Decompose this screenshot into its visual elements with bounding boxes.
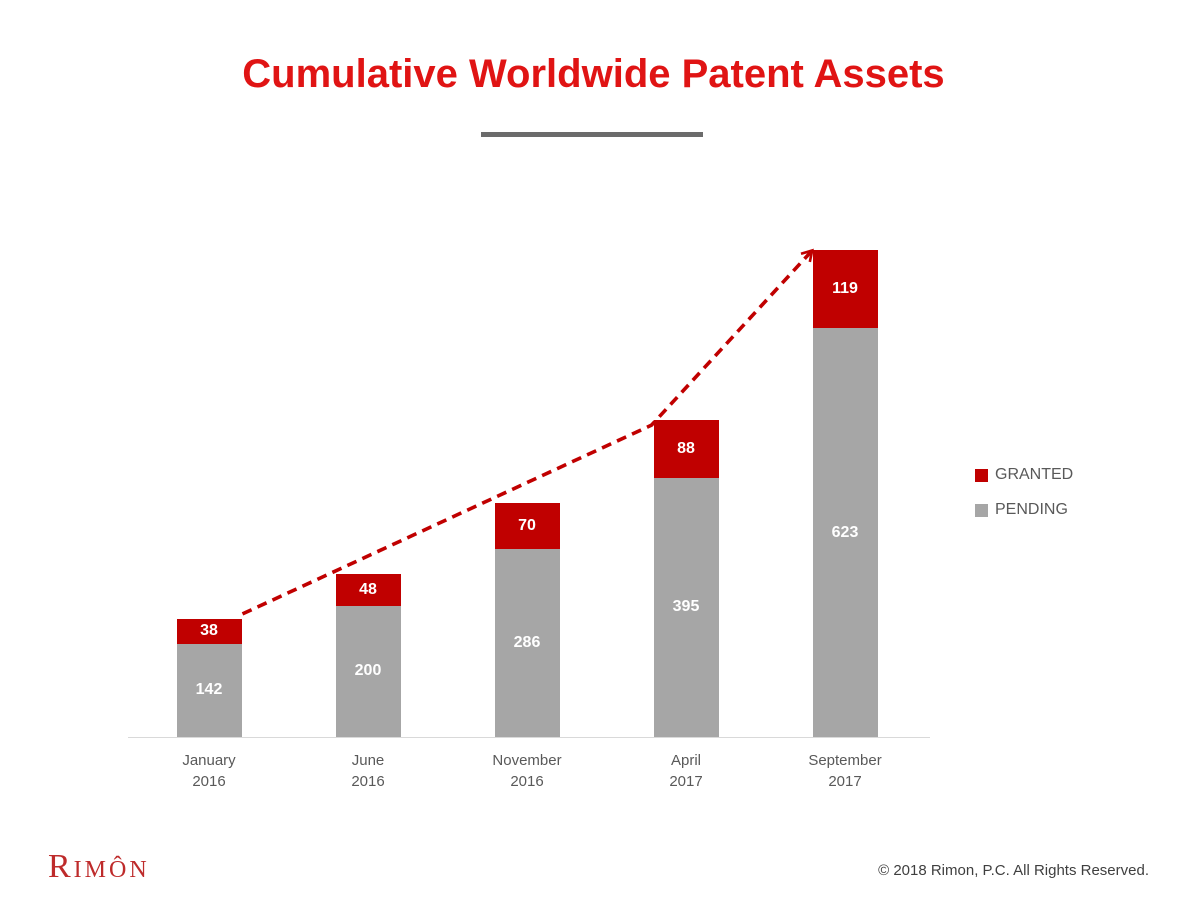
category-label: November 2016 [452, 750, 602, 792]
bar-june-2016: 48 200 [335, 574, 401, 737]
category-label: June 2016 [293, 750, 443, 792]
granted-segment: 119 [812, 250, 878, 329]
pending-value-label: 395 [672, 598, 700, 616]
category-year: 2016 [351, 773, 385, 790]
granted-value-label: 88 [677, 440, 695, 457]
bar-november-2016: 70 286 [494, 503, 560, 737]
granted-value-label: 119 [832, 280, 858, 298]
category-year: 2017 [828, 773, 862, 790]
category-year: 2016 [192, 773, 226, 790]
pending-value-label: 200 [354, 662, 382, 680]
category-month: November [492, 752, 562, 769]
category-year: 2016 [510, 773, 544, 790]
legend-item-pending: PENDING [975, 501, 1073, 519]
rimon-logo: Rimôn [48, 848, 150, 885]
category-label: April 2017 [611, 750, 761, 792]
granted-value-label: 70 [518, 517, 536, 535]
category-month: June [351, 752, 385, 769]
legend-item-granted: GRANTED [975, 466, 1073, 484]
granted-segment: 88 [653, 420, 719, 478]
category-month: September [808, 752, 882, 769]
title-divider [481, 132, 703, 137]
granted-value-label: 38 [200, 622, 218, 640]
legend-marker-granted-icon [975, 468, 988, 482]
legend: GRANTED PENDING [975, 466, 1073, 519]
pending-segment: 200 [335, 605, 401, 737]
pending-segment: 395 [653, 477, 719, 737]
chart-title: Cumulative Worldwide Patent Assets [242, 52, 945, 96]
granted-value-label: 48 [359, 581, 377, 599]
category-label: January 2016 [134, 750, 284, 792]
category-label: September 2017 [770, 750, 920, 792]
x-axis-line [128, 737, 930, 738]
pending-value-label: 286 [513, 634, 541, 652]
pending-segment: 623 [812, 328, 878, 737]
pending-value-label: 623 [831, 523, 859, 541]
category-month: April [670, 752, 701, 769]
bar-april-2017: 88 395 [653, 420, 719, 737]
granted-segment: 48 [335, 574, 401, 606]
category-month: January [182, 752, 236, 769]
category-year: 2017 [669, 773, 703, 790]
granted-segment: 38 [176, 618, 242, 644]
pending-value-label: 142 [195, 681, 223, 699]
bar-september-2017: 119 623 [812, 250, 878, 737]
legend-label: GRANTED [995, 466, 1074, 483]
legend-label: PENDING [995, 501, 1068, 518]
pending-segment: 286 [494, 549, 560, 737]
copyright-text: © 2018 Rimon, P.C. All Rights Reserved. [878, 862, 1149, 879]
legend-marker-pending-icon [975, 503, 988, 517]
bar-january-2016: 38 142 [176, 618, 242, 737]
pending-segment: 142 [176, 643, 242, 737]
granted-segment: 70 [494, 503, 560, 550]
